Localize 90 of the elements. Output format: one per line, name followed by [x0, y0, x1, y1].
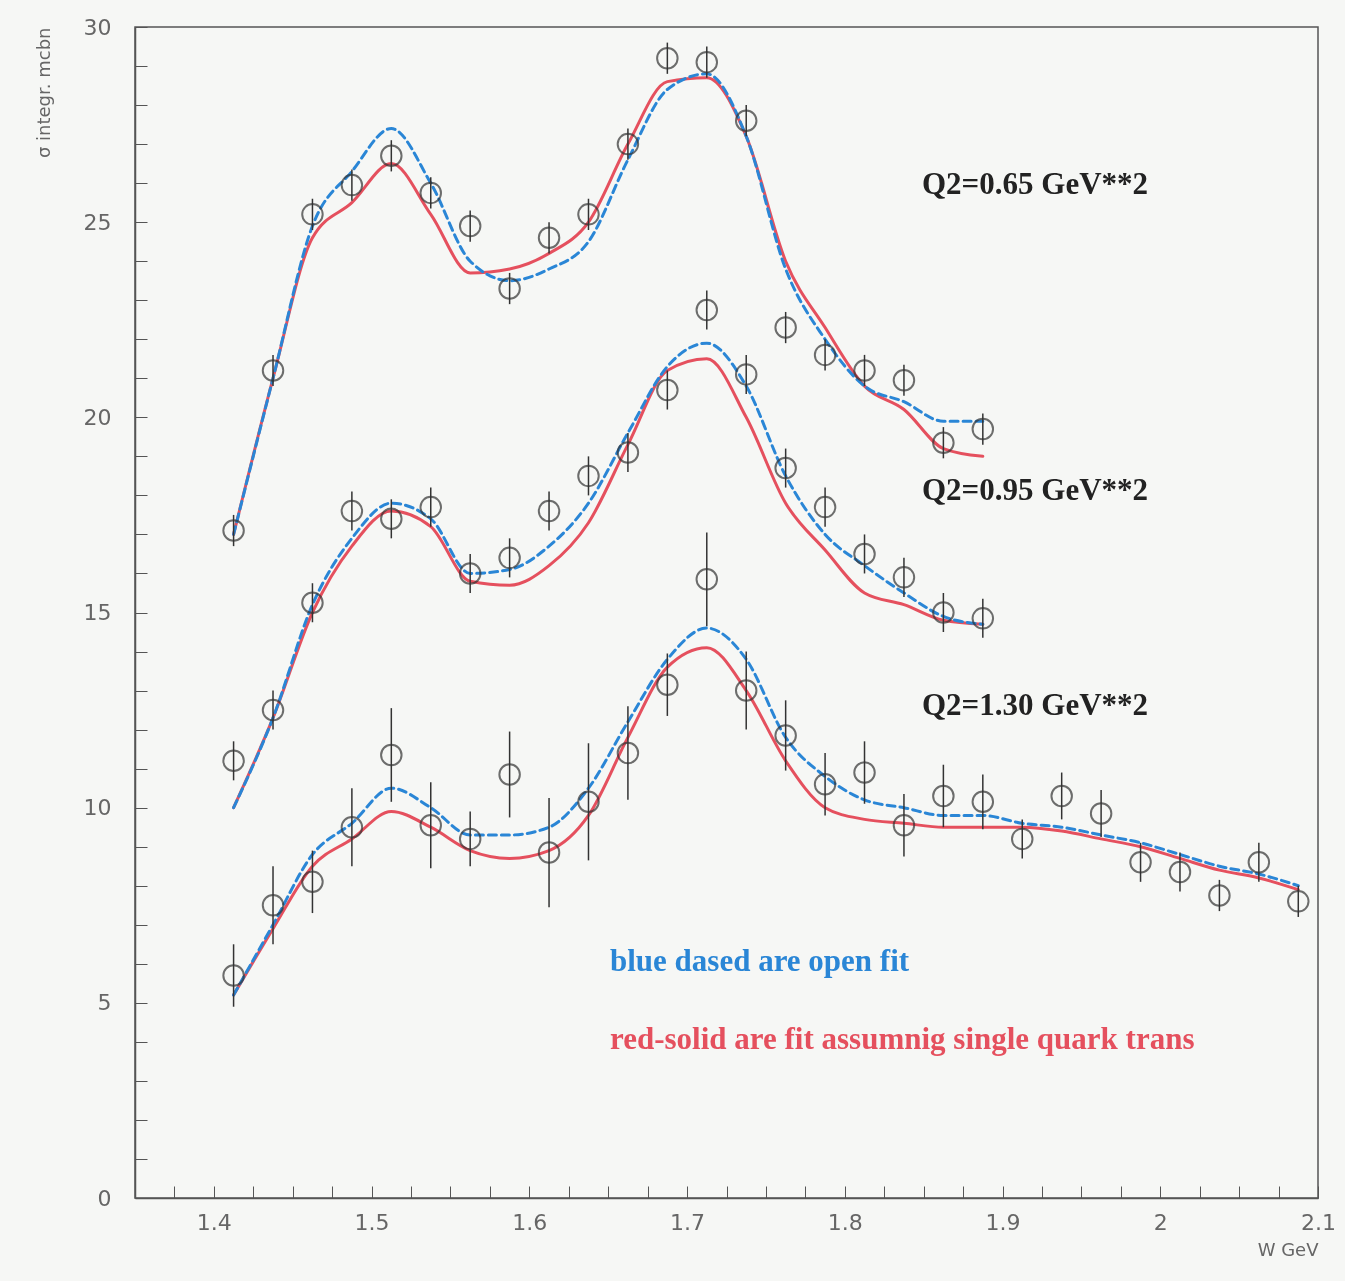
point — [380, 743, 403, 767]
annotation: red-solid are fit assumnig single quark trans — [610, 1021, 1195, 1056]
point — [971, 417, 995, 441]
point — [656, 378, 679, 402]
point — [813, 495, 837, 519]
x-tick-label: 2.1 — [1301, 1209, 1336, 1235]
point — [616, 741, 640, 765]
y-tick-label: 25 — [83, 209, 112, 235]
point — [222, 519, 245, 542]
point — [971, 607, 995, 630]
point — [301, 591, 324, 614]
point — [340, 815, 364, 839]
y-tick-label: 30 — [83, 14, 112, 40]
point — [853, 359, 876, 382]
point — [498, 546, 521, 570]
point — [1089, 802, 1113, 825]
point — [853, 542, 876, 566]
point — [734, 679, 758, 702]
point — [656, 47, 679, 70]
annotation: Q2=1.30 GeV**2 — [922, 687, 1149, 722]
point — [458, 827, 482, 851]
point — [1168, 860, 1192, 884]
point — [892, 369, 916, 392]
point — [695, 568, 719, 591]
annotation: Q2=0.95 GeV**2 — [922, 472, 1149, 507]
point — [419, 181, 442, 205]
y-tick-label: 15 — [83, 600, 112, 625]
point — [971, 790, 995, 814]
y-axis-title: σ integr. mcbn — [32, 27, 54, 159]
point — [222, 964, 245, 987]
point — [537, 499, 561, 523]
point — [1208, 884, 1231, 907]
point — [261, 894, 285, 917]
point — [616, 441, 640, 464]
x-tick-label: 1.4 — [196, 1209, 232, 1235]
point — [577, 464, 600, 488]
y-tick-label: 20 — [83, 404, 112, 430]
point — [380, 507, 403, 531]
point — [853, 761, 876, 784]
x-tick-label: 1.6 — [512, 1209, 548, 1235]
point — [1050, 784, 1073, 808]
point — [1287, 890, 1310, 913]
point — [734, 109, 758, 132]
point — [577, 790, 600, 814]
point — [774, 456, 797, 480]
point — [537, 841, 561, 864]
point — [695, 50, 719, 74]
point — [340, 173, 364, 197]
point — [813, 343, 837, 367]
x-axis-title: W GeV — [1257, 1238, 1320, 1260]
x-tick-label: 1.5 — [354, 1209, 390, 1235]
point — [932, 431, 955, 454]
point — [932, 601, 955, 624]
point — [419, 495, 442, 519]
point — [577, 203, 600, 226]
point — [301, 870, 324, 894]
annotation: Q2=0.65 GeV**2 — [922, 166, 1149, 201]
point — [656, 673, 679, 696]
y-tick-label: 10 — [83, 795, 112, 821]
point — [774, 724, 797, 747]
point — [892, 814, 916, 837]
point — [458, 562, 482, 585]
point — [222, 749, 245, 773]
point — [616, 132, 640, 156]
point — [695, 298, 719, 322]
point — [301, 203, 324, 226]
y-tick-label: 0 — [97, 1185, 112, 1211]
point — [774, 316, 797, 339]
point — [498, 763, 521, 786]
x-tick-label: 1.7 — [670, 1209, 706, 1235]
point — [813, 773, 837, 796]
point — [1011, 827, 1034, 851]
point — [537, 226, 561, 250]
point — [458, 214, 482, 238]
point — [1129, 851, 1152, 874]
x-tick-label: 1.9 — [985, 1209, 1021, 1235]
point — [734, 363, 758, 386]
point — [419, 814, 442, 837]
y-tick-label: 5 — [97, 990, 112, 1016]
point — [261, 359, 285, 382]
point — [340, 499, 364, 523]
annotation: blue dased are open fit — [610, 943, 910, 978]
x-tick-label: 2 — [1153, 1209, 1168, 1235]
point — [892, 566, 916, 589]
point — [261, 698, 285, 722]
point — [380, 144, 403, 168]
x-tick-label: 1.8 — [827, 1209, 863, 1235]
point — [498, 277, 521, 300]
point — [932, 784, 955, 808]
point — [1247, 851, 1271, 874]
